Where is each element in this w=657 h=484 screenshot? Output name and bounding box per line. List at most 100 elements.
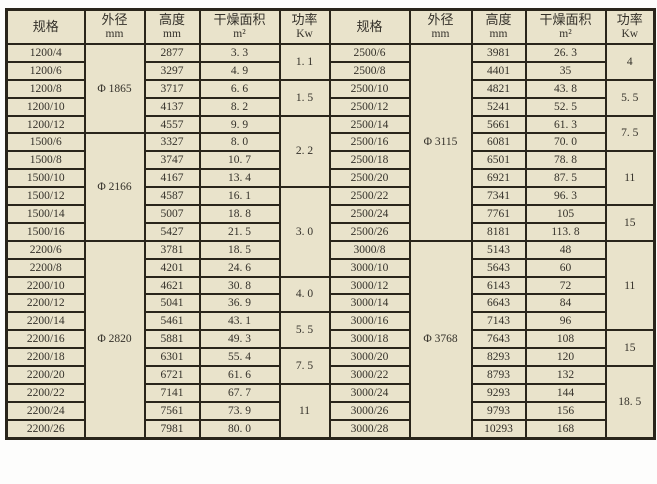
height-cell: 6721 [143, 365, 201, 385]
height-cell: 8793 [470, 365, 527, 385]
area-cell: 8. 0 [198, 132, 281, 153]
spec-cell: 2500/14 [328, 114, 411, 135]
area-cell: 35 [524, 60, 607, 81]
spec-cell: 1200/6 [5, 60, 86, 81]
header-diameter-label: 外径 [427, 12, 454, 28]
header-power-right: 功率 Kw [604, 8, 656, 45]
area-cell: 78. 8 [524, 150, 607, 171]
spec-cell: 2200/10 [5, 275, 86, 296]
height-cell: 3747 [143, 150, 201, 171]
area-cell: 3. 3 [198, 43, 281, 63]
power-cell: 2. 2 [278, 114, 331, 189]
header-spec-label: 规格 [356, 19, 383, 35]
header-diameter-right: 外径 mm [408, 8, 473, 45]
header-height-label: 高度 [485, 12, 512, 28]
area-cell: 24. 6 [198, 257, 281, 278]
table-row: 1500/8 3747 10. 7 2500/18 6501 78. 8 11 [5, 150, 656, 207]
spec-cell: 2200/16 [5, 329, 86, 350]
area-cell: 55. 4 [198, 347, 281, 368]
area-cell: 30. 8 [198, 275, 281, 296]
spec-cell: 3000/24 [328, 382, 411, 403]
height-cell: 7143 [470, 311, 527, 332]
table-row: 2200/18 6301 55. 4 7. 5 3000/20 8293 120 [5, 347, 655, 385]
header-height-left: 高度 mm [143, 8, 201, 45]
spec-cell: 1500/8 [5, 150, 86, 171]
height-cell: 7643 [470, 329, 527, 350]
height-cell: 3297 [143, 60, 201, 81]
area-cell: 18. 8 [198, 204, 281, 224]
header-height-right: 高度 mm [470, 8, 527, 45]
height-cell: 5427 [143, 221, 201, 242]
area-cell: 16. 1 [198, 186, 281, 207]
height-cell: 5661 [470, 114, 527, 135]
area-cell: 48 [524, 239, 607, 260]
spec-cell: 2500/18 [328, 150, 411, 171]
height-cell: 7561 [143, 400, 201, 421]
height-cell: 7141 [143, 382, 201, 403]
spec-cell: 3000/10 [328, 257, 411, 278]
height-cell: 6081 [470, 132, 527, 153]
area-cell: 73. 9 [198, 400, 281, 421]
spec-cell: 1200/8 [5, 78, 86, 99]
table-row: 2200/14 5461 43. 1 5. 5 3000/16 7143 96 [5, 311, 655, 350]
height-cell: 6143 [470, 275, 527, 296]
height-cell: 8293 [470, 347, 527, 368]
power-cell: 11 [278, 382, 331, 440]
spec-cell: 2200/14 [5, 311, 86, 332]
area-cell: 10. 7 [198, 150, 281, 171]
area-cell: 21. 5 [198, 221, 281, 242]
height-cell: 5007 [143, 204, 201, 224]
header-height-unit: mm [489, 27, 508, 40]
spec-cell: 1500/16 [5, 221, 86, 242]
table-row: 2200/26 7981 80. 0 3000/28 10293 168 [5, 418, 655, 440]
table-row: 2200/10 4621 30. 8 4. 0 3000/12 6143 72 [5, 275, 655, 314]
height-cell: 3781 [143, 239, 201, 260]
area-cell: 84 [524, 293, 607, 314]
header-area-label: 干燥面积 [213, 12, 266, 28]
height-cell: 5461 [143, 311, 201, 332]
area-cell: 105 [524, 204, 607, 224]
spec-cell: 2200/18 [5, 347, 86, 368]
area-cell: 108 [524, 329, 607, 350]
spec-cell: 3000/20 [328, 347, 411, 368]
power-cell: 11 [604, 150, 656, 207]
area-cell: 43. 1 [198, 311, 281, 332]
area-cell: 43. 8 [524, 78, 607, 99]
diameter-cell: Φ 1865 [83, 42, 146, 135]
area-cell: 72 [524, 275, 607, 296]
table-row: 2200/12 5041 36. 9 3000/14 6643 84 [5, 293, 655, 314]
height-cell: 4557 [143, 114, 201, 135]
area-cell: 13. 4 [198, 168, 281, 189]
height-cell: 6643 [470, 293, 527, 314]
spec-cell: 3000/26 [328, 400, 411, 421]
height-cell: 4201 [143, 257, 201, 278]
header-area-left: 干燥面积 m² [198, 8, 281, 45]
height-cell: 3717 [143, 78, 201, 99]
table-header: 规格 外径 mm 高度 mm 干燥面积 m² 功率 Kw 规格 外径 mm 高度 mm 干燥… [5, 8, 656, 45]
area-cell: 80. 0 [198, 418, 281, 440]
table-row: 1200/6 3297 4. 9 2500/8 4401 35 [5, 60, 655, 81]
spec-cell: 3000/18 [328, 329, 411, 350]
spec-cell: 3000/14 [328, 293, 411, 314]
spec-cell: 2200/12 [5, 293, 86, 314]
spec-cell: 3000/28 [328, 418, 411, 440]
power-cell: 4. 0 [278, 275, 331, 314]
spec-cell: 2200/6 [5, 239, 86, 260]
table-body: 1200/4 Φ 1865 2877 3. 3 1. 1 2500/6 Φ 3115 3981… [5, 42, 656, 440]
height-cell: 9793 [470, 400, 527, 421]
table-row: 1500/14 5007 18. 8 2500/24 7761 105 15 [5, 204, 656, 242]
area-cell: 60 [524, 257, 607, 278]
header-height-label: 高度 [158, 12, 185, 28]
table-row: 1200/8 3717 6. 6 1. 5 2500/10 4821 43. 8 5. 5 [5, 78, 656, 117]
header-diameter-unit: mm [431, 27, 450, 40]
header-diameter-unit: mm [105, 27, 124, 40]
table-row: 1500/16 5427 21. 5 2500/26 8181 113. 8 [5, 221, 655, 242]
header-power-unit: Kw [296, 27, 313, 40]
height-cell: 7341 [470, 186, 527, 207]
area-cell: 61. 6 [198, 365, 281, 385]
dryer-spec-table: 规格 外径 mm 高度 mm 干燥面积 m² 功率 Kw 规格 外径 mm 高度 mm 干燥… [5, 8, 656, 440]
area-cell: 70. 0 [524, 132, 607, 153]
power-cell: 5. 5 [278, 311, 331, 350]
table-row: 2200/24 7561 73. 9 3000/26 9793 156 [5, 400, 655, 421]
